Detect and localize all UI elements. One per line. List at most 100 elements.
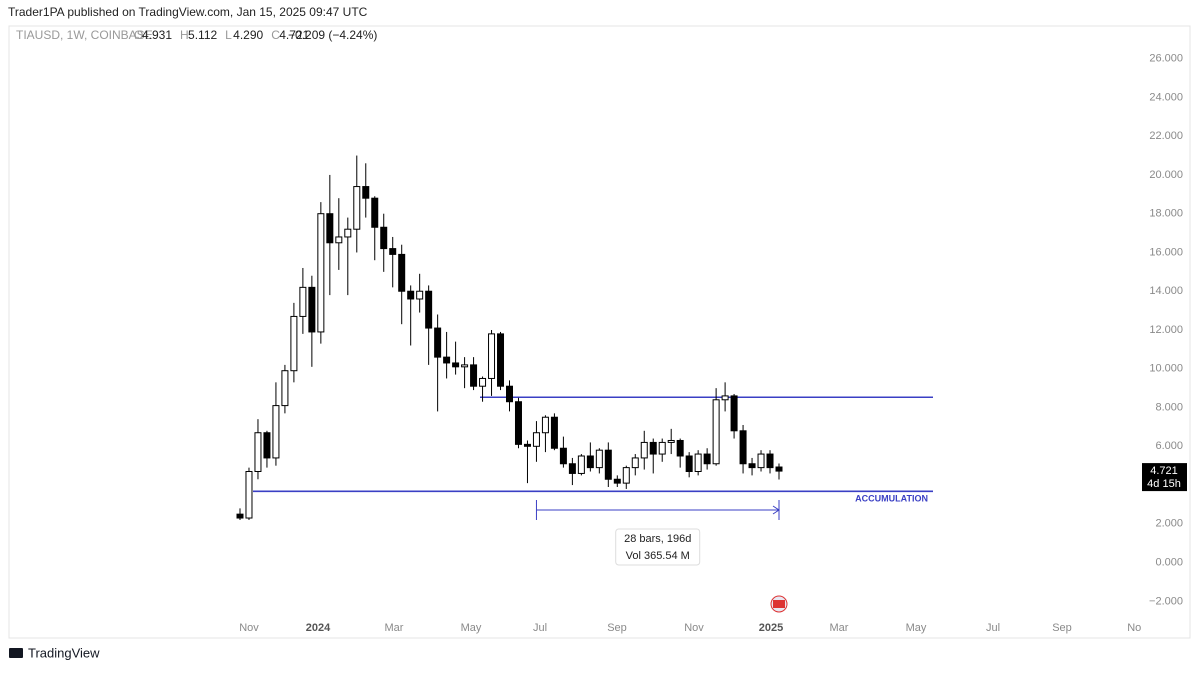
candle-body (380, 226, 388, 250)
ohlc-label: H (180, 28, 189, 42)
candle-body (434, 327, 442, 358)
y-tick-label: 0.000 (1155, 557, 1183, 569)
y-tick-label: 22.000 (1149, 130, 1183, 142)
candle-body (461, 364, 469, 368)
candle-body (371, 197, 379, 228)
x-tick-label: Mar (830, 622, 849, 634)
candle-body (389, 248, 397, 255)
candle-body (299, 286, 307, 317)
candle-body (622, 467, 630, 484)
candle-body (290, 315, 298, 372)
candle-body (488, 333, 496, 379)
candle-body (236, 513, 244, 519)
footer-logo: TradingView (9, 645, 100, 660)
candle-body (559, 447, 567, 465)
x-tick-label: 2025 (759, 622, 783, 634)
candle-body (604, 449, 612, 480)
candle-body (317, 213, 325, 333)
x-tick-label: Jul (986, 622, 1000, 634)
x-tick-label: Sep (607, 622, 627, 634)
candle-body (541, 416, 549, 434)
ohlc-value: 4.290 (233, 28, 263, 42)
change: −0.209 (−4.24%) (288, 28, 377, 42)
candle-body (407, 290, 415, 300)
candle-body (353, 186, 361, 230)
candle-body (748, 463, 756, 469)
candle-body (263, 432, 271, 459)
candle-body (739, 430, 747, 465)
price-tag (1142, 463, 1187, 492)
y-tick-label: 20.000 (1149, 169, 1183, 181)
candle-body (254, 432, 262, 473)
symbol: TIAUSD, 1W, COINBASE (16, 28, 153, 42)
candle-body (272, 405, 280, 459)
y-tick-label: 24.000 (1149, 91, 1183, 103)
candle-body (550, 416, 558, 449)
candle-body (595, 449, 603, 469)
event-flag (773, 600, 785, 608)
candle-body (568, 463, 576, 474)
candle-body (667, 439, 675, 443)
x-tick-label: 2024 (306, 622, 331, 634)
candle-body (523, 443, 531, 447)
ohlc-value: 4.721 (279, 28, 309, 42)
candle-body (326, 213, 334, 244)
candle-body (775, 466, 783, 472)
candle-body (694, 453, 702, 473)
y-tick-label: 2.000 (1155, 518, 1183, 530)
x-tick-label: Sep (1052, 622, 1072, 634)
candle-body (416, 290, 424, 300)
candle-body (757, 453, 765, 469)
candle-body (703, 453, 711, 465)
candle-body (344, 228, 352, 238)
ohlc-legend: O4.931 H 5.112 L 4.290 C 4.721 (134, 28, 310, 42)
x-tick-label: Mar (385, 622, 404, 634)
y-tick-label: 18.000 (1149, 208, 1183, 220)
candle-body (497, 333, 505, 387)
candle-body (586, 455, 594, 469)
measure-volume: Vol 365.54 M (626, 550, 690, 562)
candle-body (721, 395, 729, 401)
candle-body (398, 253, 406, 292)
candle-body (362, 186, 370, 199)
y-tick-label: 26.000 (1149, 53, 1183, 65)
candle-body (281, 370, 289, 407)
y-tick-label: 16.000 (1149, 246, 1183, 258)
x-tick-label: Nov (684, 622, 704, 634)
candle-body (514, 401, 522, 445)
ohlc-label: C (271, 28, 280, 42)
y-tick-label: 6.000 (1155, 440, 1183, 452)
candle-body (532, 432, 540, 447)
candle-body (658, 441, 666, 455)
candle-body (470, 364, 478, 387)
candle-body (649, 441, 657, 455)
candle-body (712, 399, 720, 465)
x-tick-label: May (906, 622, 927, 634)
candle-body (766, 453, 774, 469)
y-tick-label: 12.000 (1149, 324, 1183, 336)
y-tick-label: 8.000 (1155, 401, 1183, 413)
brand: TradingView (28, 645, 100, 660)
candle-body (479, 377, 487, 387)
y-tick-label: 14.000 (1149, 285, 1183, 297)
ohlc-label: O (134, 28, 143, 42)
ohlc-value: 5.112 (188, 28, 217, 42)
candle-body (308, 286, 316, 333)
x-tick-label: Jul (533, 622, 547, 634)
plot: 26.000 24.000 22.000 20.000 18.000 16.000 14.0… (236, 53, 1187, 634)
measure-box (615, 528, 701, 566)
candle-body (631, 457, 639, 469)
price-tag-price: 4.721 (1150, 465, 1178, 477)
candle-body (443, 356, 451, 364)
measure-arrow (772, 505, 780, 515)
price-tag-countdown: 4d 15h (1147, 478, 1181, 490)
x-tick-label: Nov (239, 622, 259, 634)
candle-body (245, 471, 253, 519)
y-tick-label: −2.000 (1149, 595, 1183, 607)
candle-body (640, 441, 648, 459)
candle-body (730, 395, 738, 432)
x-tick-label: Nov (1127, 622, 1147, 634)
candle-body (613, 478, 621, 484)
x-axis: Nov 2024 Mar May Jul Sep Nov 2025 Mar May Jul Sep No… (239, 622, 1147, 634)
